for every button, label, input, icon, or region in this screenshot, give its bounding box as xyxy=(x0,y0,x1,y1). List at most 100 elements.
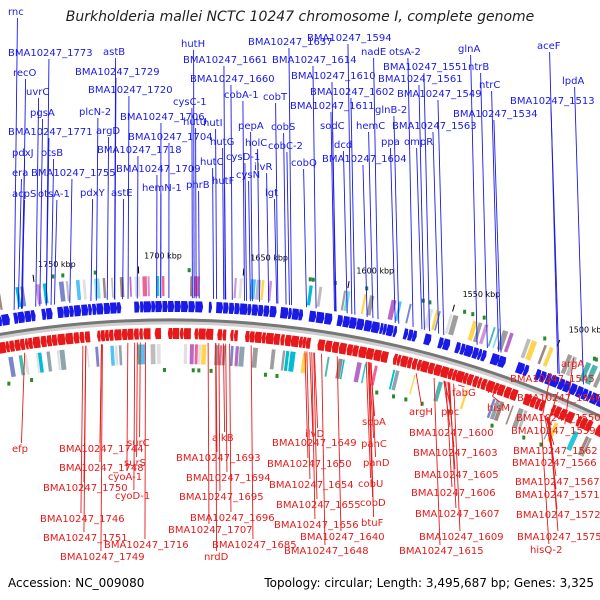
gene-leader-line xyxy=(127,95,130,299)
gene-leader-line xyxy=(250,131,253,302)
gene-leader-line xyxy=(458,384,465,388)
feature-block xyxy=(260,280,265,301)
gene-arrow xyxy=(556,378,566,391)
gene-leader-line xyxy=(95,117,99,301)
feature-block xyxy=(560,354,573,375)
gene-label: hutG xyxy=(210,137,234,148)
gene-label: BMA10247_1615 xyxy=(399,546,484,557)
gene-arrow xyxy=(81,304,89,316)
gene-leader-line xyxy=(207,342,210,525)
gene-arrow xyxy=(317,339,326,351)
gene-arrow xyxy=(215,302,224,314)
gene-arrow xyxy=(41,308,47,320)
gene-leader-line xyxy=(139,342,141,438)
gene-leader-line xyxy=(362,164,368,318)
gene-leader-line xyxy=(288,47,292,306)
gene-arrow xyxy=(550,404,557,416)
feature-block xyxy=(486,398,496,419)
feature-block xyxy=(238,346,245,367)
gene-arrow xyxy=(195,301,204,313)
gene-leader-line xyxy=(312,65,317,309)
gene-arrow xyxy=(454,341,461,354)
gene-arrow xyxy=(263,305,270,317)
gene-arrow xyxy=(151,301,156,313)
gene-arrow xyxy=(302,336,307,349)
gene-label: surC xyxy=(127,438,150,449)
gene-leader-line xyxy=(212,167,214,299)
gene-label: hutI xyxy=(203,118,223,129)
gene-label: hemC xyxy=(356,121,385,132)
feature-block xyxy=(162,276,165,297)
feature-block xyxy=(525,340,538,361)
gene-arrow xyxy=(455,370,466,383)
gene-leader-line xyxy=(549,391,559,418)
gene-arrow xyxy=(134,301,140,313)
gene-arrow xyxy=(366,347,375,360)
gene-arrow xyxy=(358,346,368,359)
gene-label: BMA10247_1695 xyxy=(179,492,264,503)
gene-arrow xyxy=(568,383,578,396)
gene-leader-line xyxy=(215,343,218,552)
rna-marker xyxy=(463,309,467,314)
rna-marker xyxy=(93,270,97,275)
gene-label: BMA10247_1755 xyxy=(31,168,116,179)
gene-leader-line xyxy=(548,411,558,418)
gene-label: rnc xyxy=(8,7,24,18)
position-label: 1500 kbp xyxy=(569,326,600,335)
gene-arrow xyxy=(205,328,214,340)
feature-block xyxy=(360,294,367,315)
gene-leader-line xyxy=(215,128,218,300)
feature-block xyxy=(111,277,114,298)
gene-leader-line xyxy=(445,381,453,488)
gene-leader-line xyxy=(309,351,314,438)
feature-block xyxy=(520,338,531,359)
gene-label: BMA10247_1567 xyxy=(515,477,600,488)
feature-block xyxy=(102,278,107,299)
gene-label: cyoA-1 xyxy=(108,472,142,483)
track-layer xyxy=(0,268,600,457)
rna-marker xyxy=(30,378,34,383)
gene-label: BMA10247_1572 xyxy=(516,510,600,521)
gene-label: acpS xyxy=(12,189,36,200)
gene-arrow xyxy=(100,330,106,342)
gene-label: cobU xyxy=(358,479,383,490)
gene-leader-line xyxy=(393,115,400,324)
gene-label: fabG xyxy=(452,388,476,399)
feature-block xyxy=(517,410,528,430)
gene-arrow xyxy=(503,386,513,399)
gene-leader-line xyxy=(332,131,337,312)
genome-stats-label: Topology: circular; Length: 3,495,687 bp… xyxy=(263,576,594,590)
feature-block xyxy=(238,278,243,299)
gene-label: BMA10247_1654 xyxy=(269,480,354,491)
gene-arrow xyxy=(69,305,74,317)
gene-arrow xyxy=(109,302,118,314)
gene-label: hemN-1 xyxy=(142,183,182,194)
feature-block xyxy=(75,279,82,301)
gene-label: nrdD xyxy=(204,552,229,563)
feature-block xyxy=(37,352,44,373)
gene-leader-line xyxy=(257,148,260,302)
gene-leader-line xyxy=(415,373,423,407)
feature-block xyxy=(65,280,70,302)
feature-block xyxy=(233,277,237,299)
gene-arrow xyxy=(489,353,500,366)
gene-label: BMA10247_1704 xyxy=(128,132,213,143)
gene-label: otsA-2 xyxy=(389,47,421,58)
gene-label: ilvD xyxy=(305,429,324,440)
gene-leader-line xyxy=(550,106,560,375)
gene-label: lpdA xyxy=(562,76,584,87)
gene-arrow xyxy=(420,360,430,373)
gene-label: BMA10247_1559 xyxy=(511,426,596,437)
gene-arrow xyxy=(273,333,281,346)
gene-label: BMA10247_1720 xyxy=(88,85,173,96)
gene-arrow xyxy=(485,380,496,393)
gene-label: BMA10247_1706 xyxy=(120,112,205,123)
gene-leader-line xyxy=(304,351,309,459)
gene-label: BMA10247_1605 xyxy=(414,470,499,481)
feature-block xyxy=(387,299,397,321)
gene-arrow xyxy=(290,335,300,348)
gene-leader-line xyxy=(218,343,221,492)
gene-leader-line xyxy=(275,102,279,304)
gene-arrow xyxy=(5,341,11,353)
gene-label: cobC-2 xyxy=(268,141,303,152)
